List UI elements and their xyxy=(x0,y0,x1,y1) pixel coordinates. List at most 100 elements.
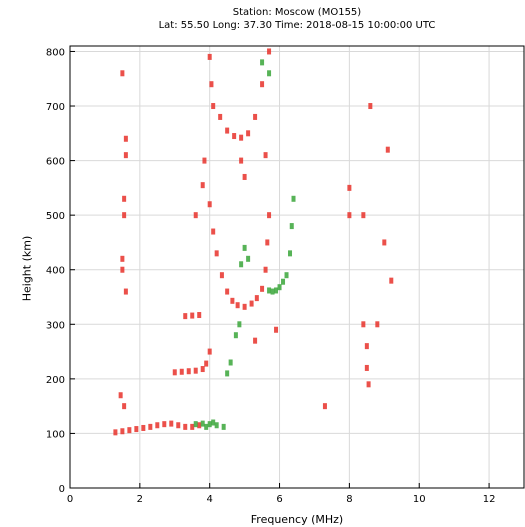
data-point xyxy=(211,228,216,235)
data-point xyxy=(225,370,230,377)
data-point xyxy=(122,403,127,410)
y-tick-label: 600 xyxy=(46,157,65,168)
data-point xyxy=(214,422,219,429)
data-point xyxy=(172,369,177,376)
data-point xyxy=(249,300,254,307)
data-point xyxy=(120,428,125,435)
data-point xyxy=(193,421,198,428)
data-point xyxy=(155,422,160,429)
data-point xyxy=(281,278,286,285)
data-point xyxy=(141,424,146,431)
data-point xyxy=(118,392,123,399)
data-point xyxy=(214,250,219,257)
data-point xyxy=(207,348,212,355)
data-point xyxy=(265,239,270,246)
data-point xyxy=(122,195,127,202)
plot-frame xyxy=(69,45,525,489)
y-tick-label: 500 xyxy=(46,211,65,222)
data-point xyxy=(291,195,296,202)
data-point xyxy=(193,367,198,374)
data-point xyxy=(253,337,258,344)
data-point xyxy=(204,360,209,367)
data-point xyxy=(267,70,272,77)
data-point xyxy=(322,403,327,410)
data-point xyxy=(202,157,207,164)
y-tick-label: 200 xyxy=(46,375,65,386)
data-point xyxy=(221,423,226,430)
data-point xyxy=(232,133,237,140)
x-tick-label: 12 xyxy=(483,494,496,505)
data-point xyxy=(169,420,174,427)
data-point xyxy=(225,127,230,134)
data-point xyxy=(127,427,132,434)
data-point xyxy=(274,326,279,333)
data-point xyxy=(233,332,238,339)
data-point xyxy=(361,321,366,328)
data-point xyxy=(179,368,184,375)
data-point xyxy=(385,146,390,153)
data-point xyxy=(123,135,128,142)
data-point xyxy=(246,130,251,137)
data-point xyxy=(230,297,235,304)
data-point xyxy=(277,284,282,291)
data-point xyxy=(207,53,212,60)
data-point xyxy=(267,48,272,55)
data-point xyxy=(284,272,289,279)
chart-title: Station: Moscow (MO155) xyxy=(232,7,362,18)
data-point xyxy=(242,173,247,180)
data-point xyxy=(242,244,247,251)
data-point xyxy=(242,303,247,310)
data-point xyxy=(209,81,214,88)
x-tick-label: 2 xyxy=(137,494,143,505)
data-point xyxy=(176,422,181,429)
data-point xyxy=(260,81,265,88)
x-axis-label: Frequency (MHz) xyxy=(250,513,344,526)
x-tick-label: 4 xyxy=(207,494,213,505)
data-point xyxy=(288,250,293,257)
data-point xyxy=(239,261,244,268)
data-point xyxy=(228,359,233,366)
data-point xyxy=(193,212,198,219)
data-point xyxy=(162,421,167,428)
data-point xyxy=(218,113,223,120)
data-point xyxy=(382,239,387,246)
data-point xyxy=(364,364,369,371)
data-point xyxy=(364,343,369,350)
data-point xyxy=(120,266,125,273)
data-point xyxy=(274,287,279,294)
data-point xyxy=(190,312,195,319)
data-point xyxy=(347,184,352,191)
data-point xyxy=(200,420,205,427)
data-point xyxy=(197,422,202,429)
y-tick-label: 300 xyxy=(46,320,65,331)
data-point xyxy=(389,277,394,284)
data-point xyxy=(200,366,205,373)
data-point xyxy=(211,103,216,110)
data-point xyxy=(225,288,230,295)
data-point xyxy=(289,223,294,230)
data-point xyxy=(183,423,188,430)
data-point xyxy=(207,421,212,428)
data-point xyxy=(183,313,188,320)
data-point xyxy=(263,266,268,273)
data-point xyxy=(260,59,265,66)
data-point xyxy=(361,212,366,219)
data-point xyxy=(186,368,191,375)
data-point xyxy=(260,285,265,292)
y-tick-label: 700 xyxy=(46,102,65,113)
x-tick-label: 6 xyxy=(276,494,282,505)
x-tick-label: 8 xyxy=(346,494,352,505)
data-point xyxy=(204,423,209,430)
data-point xyxy=(254,295,259,302)
data-point xyxy=(120,255,125,262)
data-point xyxy=(347,212,352,219)
data-point xyxy=(120,70,125,77)
data-point xyxy=(200,182,205,189)
data-point xyxy=(375,321,380,328)
data-point xyxy=(366,381,371,388)
y-tick-label: 100 xyxy=(46,429,65,440)
data-point xyxy=(263,152,268,159)
data-point xyxy=(368,103,373,110)
data-point xyxy=(207,201,212,208)
